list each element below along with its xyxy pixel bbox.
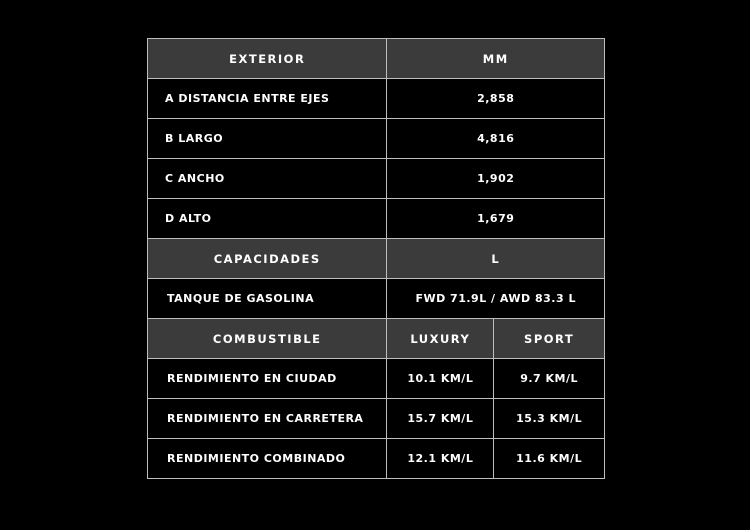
sport-header: SPORT [493,318,605,359]
row-value: 1,902 [386,158,605,199]
row-label: A DISTANCIA ENTRE EJES [146,78,388,119]
table-row: B LARGO 4,816 [146,118,605,159]
luxury-header: LUXURY [386,318,495,359]
row-value: 4,816 [386,118,605,159]
exterior-unit: MM [386,38,605,79]
row-label: C ANCHO [146,158,388,199]
table-row: RENDIMIENTO COMBINADO 12.1 KM/L 11.6 KM/L [146,438,605,479]
table-row: D ALTO 1,679 [146,198,605,239]
capacidades-header-row: CAPACIDADES L [146,238,605,279]
row-label: B LARGO [146,118,388,159]
exterior-header: EXTERIOR [146,38,388,79]
row-label: D ALTO [146,198,388,239]
sport-value: 11.6 KM/L [493,438,605,479]
table-row: A DISTANCIA ENTRE EJES 2,858 [146,78,605,119]
row-label: RENDIMIENTO COMBINADO [146,438,388,479]
row-label: TANQUE DE GASOLINA [146,278,388,319]
combustible-header: COMBUSTIBLE [146,318,388,359]
combustible-header-row: COMBUSTIBLE LUXURY SPORT [146,318,605,359]
table-row: C ANCHO 1,902 [146,158,605,199]
exterior-header-row: EXTERIOR MM [146,38,605,79]
capacidades-unit: L [386,238,605,279]
table-row: RENDIMIENTO EN CARRETERA 15.7 KM/L 15.3 KM… [146,398,605,439]
table-row: RENDIMIENTO EN CIUDAD 10.1 KM/L 9.7 KM/L [146,358,605,399]
row-label: RENDIMIENTO EN CARRETERA [146,398,388,439]
row-value: FWD 71.9L / AWD 83.3 L [386,278,605,319]
table-row: TANQUE DE GASOLINA FWD 71.9L / AWD 83.3 L [146,278,605,319]
luxury-value: 15.7 KM/L [386,398,495,439]
row-value: 1,679 [386,198,605,239]
row-label: RENDIMIENTO EN CIUDAD [146,358,388,399]
row-value: 2,858 [386,78,605,119]
specs-table: EXTERIOR MM A DISTANCIA ENTRE EJES 2,858 … [146,38,605,479]
luxury-value: 10.1 KM/L [386,358,495,399]
sport-value: 15.3 KM/L [493,398,605,439]
luxury-value: 12.1 KM/L [386,438,495,479]
sport-value: 9.7 KM/L [493,358,605,399]
capacidades-header: CAPACIDADES [146,238,388,279]
